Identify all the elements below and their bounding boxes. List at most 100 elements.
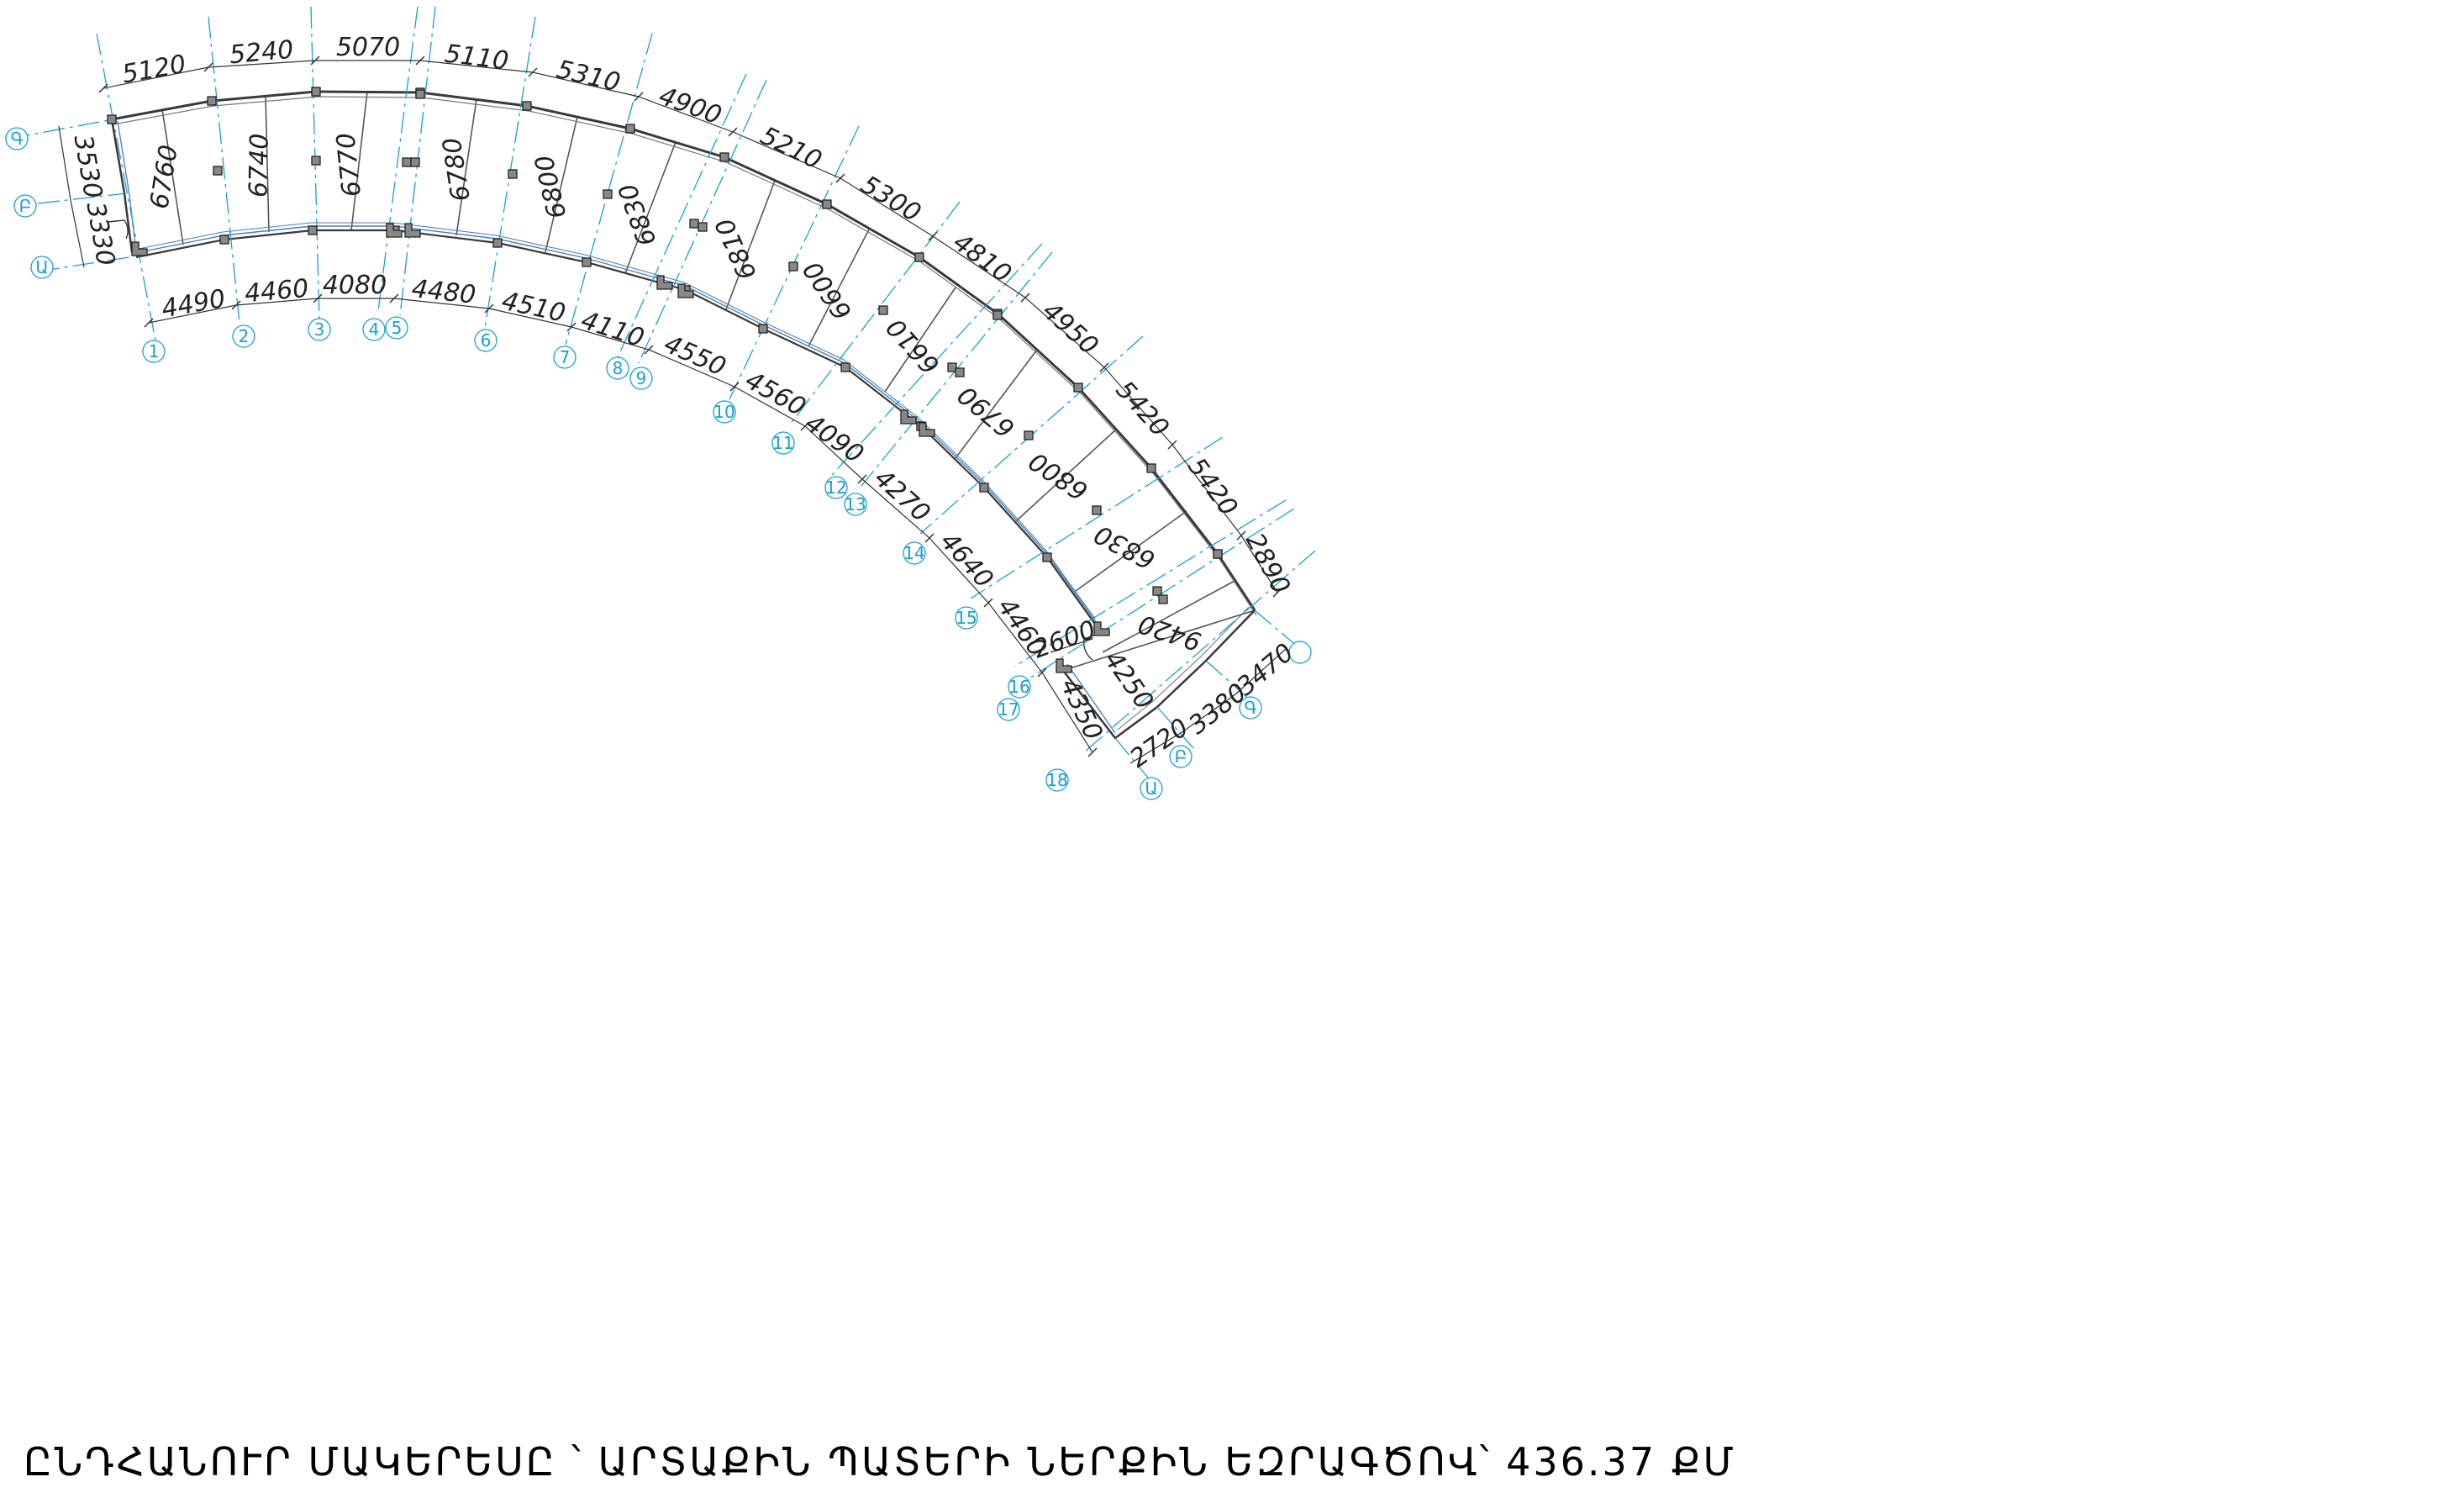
outer-wall [111, 90, 1256, 611]
interior-pillar [878, 305, 888, 315]
ring-dimension-label: 3530 [67, 133, 108, 201]
axis-bubble [1045, 768, 1069, 792]
dimension-tick [729, 382, 740, 392]
dimension-tick [634, 92, 644, 102]
partition-line [545, 116, 578, 253]
axis-label: Բ [1175, 746, 1187, 767]
column [1213, 549, 1223, 559]
axis-bubble [955, 606, 978, 630]
partition-line [161, 108, 184, 245]
interior-pillar [1152, 586, 1162, 596]
column [822, 199, 832, 209]
l-column [900, 409, 917, 425]
dimension-tick [800, 421, 810, 431]
partition-line [808, 229, 870, 347]
interior-pillar [402, 157, 412, 167]
room-depth-label: 6740 [244, 133, 274, 198]
column [719, 152, 729, 162]
axis-label: 2 [239, 326, 250, 346]
l-column [1056, 658, 1072, 673]
axis-label: Բ [19, 196, 32, 216]
start-glazing [117, 120, 137, 253]
axis-label: 8 [613, 358, 624, 378]
axis-bubble [5, 127, 29, 150]
axis-bubble [13, 194, 37, 218]
inner-dimension-label: 4270 [868, 463, 935, 528]
inner-dimension-label: 4640 [935, 527, 999, 594]
outer-dimension-label: 4950 [1036, 296, 1103, 361]
interior-pillar [689, 219, 699, 229]
l-column [404, 223, 421, 238]
partition-line [884, 287, 956, 393]
room-depth-label: 6800 [1024, 446, 1093, 506]
axis-label: 9 [636, 368, 647, 388]
door-swing [107, 219, 129, 240]
axis-label: 15 [956, 608, 977, 628]
axis-bubble [30, 256, 54, 279]
radial-axis-line [970, 436, 1224, 599]
dimension-tick [98, 83, 108, 93]
dimension-tick [1037, 667, 1047, 678]
inner-dimension-label: 4110 [577, 306, 647, 354]
outer-wall-inner-face [113, 96, 1257, 616]
radial-axis-line [617, 73, 747, 358]
column [758, 324, 768, 334]
ring-axis-line [37, 193, 127, 204]
column [1073, 382, 1083, 393]
dimension-tick [144, 318, 154, 328]
interior-pillar [1158, 594, 1168, 604]
interior-pillar [603, 189, 613, 199]
dimension-tick [857, 474, 867, 484]
dimension-tick [1236, 530, 1246, 541]
axis-label: 10 [713, 402, 734, 422]
inner-dimension-label: 4490 [160, 284, 228, 324]
plan-area-caption: ԸՆԴՀԱՆՈՒՐ ՄԱԿԵՐԵՍԸ ՝ ԱՐՏԱՔԻՆ ՊԱՏԵՐԻ ՆԵՐՔ… [24, 1439, 1736, 1485]
room-depth-label: 6810 [710, 214, 763, 284]
interior-pillar [955, 367, 965, 377]
column [914, 252, 924, 262]
extra-dimension [1050, 638, 1093, 653]
room-depth-label: 6770 [331, 131, 367, 198]
column [311, 87, 321, 97]
axis-bubble [1140, 777, 1163, 800]
dimension-tick [389, 293, 399, 303]
interior-pillar [213, 166, 223, 176]
end-wall-face [1117, 606, 1250, 731]
partition-line [1015, 428, 1118, 522]
ring-axis-line [1205, 660, 1253, 703]
axis-label: 18 [1046, 770, 1067, 790]
room-depth-label: 6760 [145, 143, 184, 211]
axis-label: 7 [560, 347, 571, 367]
axis-label: 4 [369, 319, 380, 340]
axis-label: 14 [903, 543, 924, 563]
radial-axis-line [831, 243, 1043, 476]
outer-dimension-label: 4810 [947, 228, 1016, 289]
dimension-tick [566, 322, 577, 332]
axis-bubble [553, 345, 577, 369]
dimension-tick [924, 533, 935, 543]
axis-label: 13 [845, 494, 866, 514]
outer-dimension-label: 5120 [120, 50, 188, 90]
room-depth-label: 6610 [881, 312, 945, 379]
start-ring-dimension [58, 125, 85, 268]
room-depth-label: 6780 [437, 135, 476, 203]
outer-dimension-label: 5420 [1182, 452, 1243, 521]
glazing-line [134, 222, 1096, 620]
axis-label: 17 [998, 699, 1019, 720]
axis-label: 11 [772, 433, 793, 453]
inner-dimension-label: 4550 [660, 330, 730, 382]
ring-dimension-label: 3330 [80, 200, 120, 268]
column [415, 89, 425, 99]
dimension-tick [1099, 362, 1109, 372]
radial-axis-line [1083, 550, 1316, 753]
outer-dimension-label: 5240 [229, 35, 295, 71]
dimension-tick [313, 293, 323, 303]
dimension-tick [644, 345, 654, 355]
column [522, 101, 532, 111]
column [107, 114, 117, 124]
radial-axis-line [1014, 499, 1287, 667]
axis-label: 1 [149, 341, 160, 361]
axis-label: Ա [35, 257, 48, 277]
